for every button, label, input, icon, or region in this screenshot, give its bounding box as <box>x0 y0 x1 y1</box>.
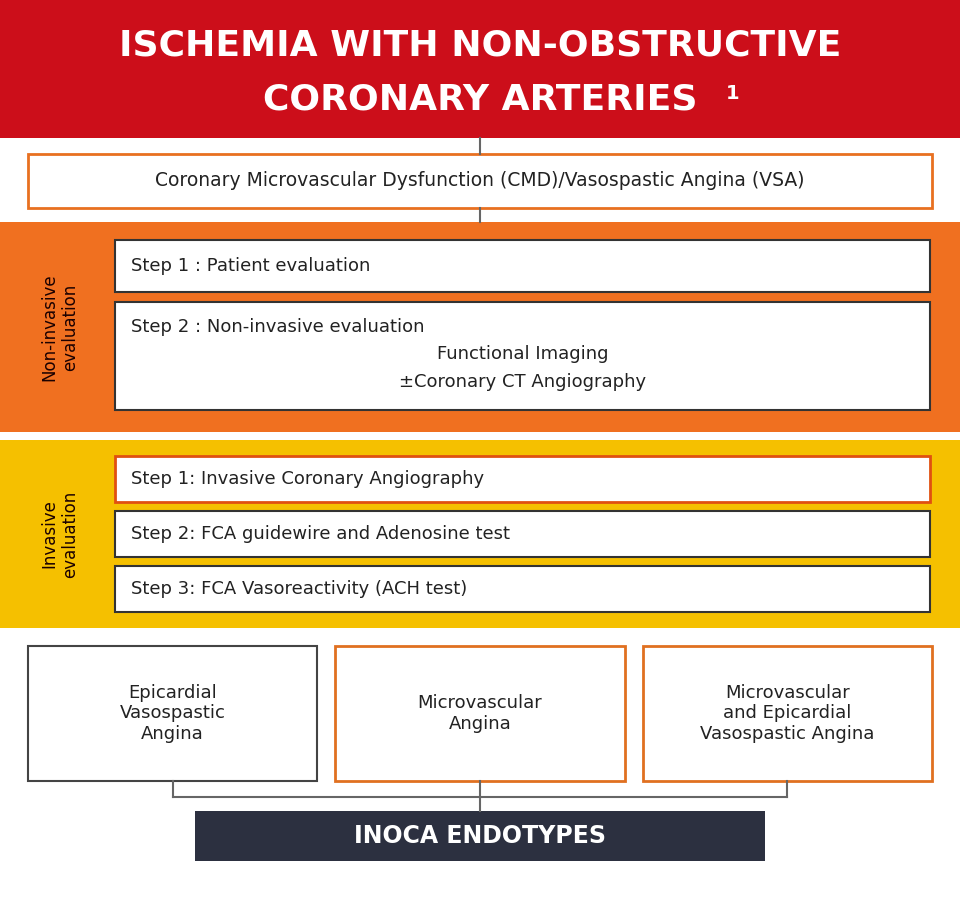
Text: Invasive
evaluation: Invasive evaluation <box>40 490 80 578</box>
Bar <box>28 154 932 208</box>
Text: Step 1: Invasive Coronary Angiography: Step 1: Invasive Coronary Angiography <box>131 470 484 488</box>
Bar <box>28 646 318 781</box>
Text: Step 3: FCA Vasoreactivity (ACH test): Step 3: FCA Vasoreactivity (ACH test) <box>131 580 468 598</box>
Bar <box>0 432 960 440</box>
Bar <box>115 566 930 612</box>
Bar <box>642 646 932 781</box>
Text: 1: 1 <box>726 84 739 103</box>
Bar <box>115 240 930 292</box>
Bar <box>0 440 960 628</box>
Bar <box>115 511 930 557</box>
Bar <box>0 0 960 138</box>
Bar <box>115 302 930 410</box>
Bar <box>335 646 625 781</box>
Bar <box>195 811 765 861</box>
Text: Coronary Microvascular Dysfunction (CMD)/Vasospastic Angina (VSA): Coronary Microvascular Dysfunction (CMD)… <box>156 171 804 190</box>
Bar <box>0 628 960 636</box>
Text: Functional Imaging: Functional Imaging <box>437 345 609 363</box>
Text: Step 1 : Patient evaluation: Step 1 : Patient evaluation <box>131 257 371 275</box>
Text: ISCHEMIA WITH NON-OBSTRUCTIVE: ISCHEMIA WITH NON-OBSTRUCTIVE <box>119 29 841 63</box>
Bar <box>115 456 930 502</box>
Text: Epicardial
Vasospastic
Angina: Epicardial Vasospastic Angina <box>120 683 226 743</box>
Bar <box>0 222 960 432</box>
Text: INOCA ENDOTYPES: INOCA ENDOTYPES <box>354 824 606 848</box>
Text: ±Coronary CT Angiography: ±Coronary CT Angiography <box>399 373 646 391</box>
Text: CORONARY ARTERIES: CORONARY ARTERIES <box>263 83 697 117</box>
Text: Microvascular
and Epicardial
Vasospastic Angina: Microvascular and Epicardial Vasospastic… <box>700 683 875 743</box>
Text: Microvascular
Angina: Microvascular Angina <box>418 694 542 733</box>
Text: Step 2: FCA guidewire and Adenosine test: Step 2: FCA guidewire and Adenosine test <box>131 525 510 543</box>
Text: Non-invasive
evaluation: Non-invasive evaluation <box>40 273 80 381</box>
Text: Step 2 : Non-invasive evaluation: Step 2 : Non-invasive evaluation <box>131 318 424 336</box>
